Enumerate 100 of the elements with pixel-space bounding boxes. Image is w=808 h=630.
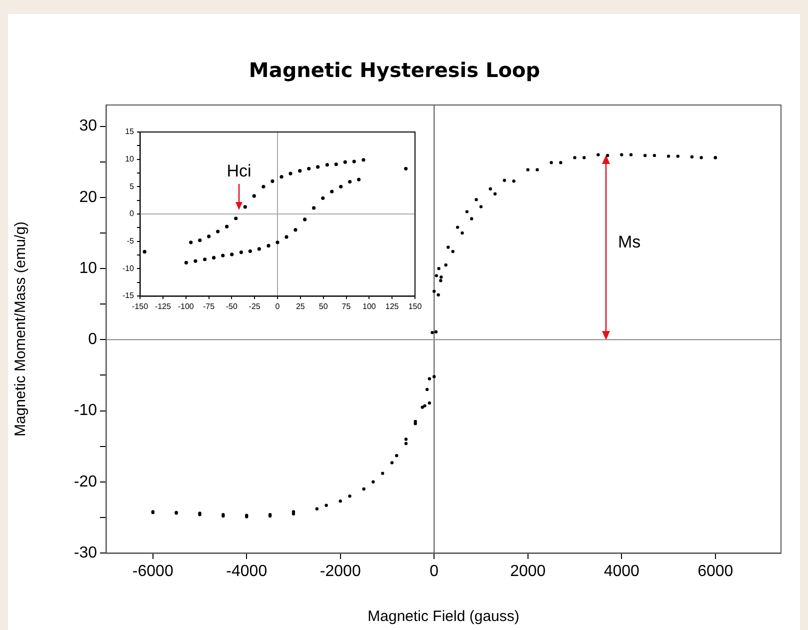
point: [620, 153, 624, 156]
point: [343, 160, 347, 164]
point: [298, 169, 302, 173]
point: [425, 388, 429, 392]
x-tick-label: -75: [202, 302, 216, 312]
x-tick-label: 6000: [698, 563, 734, 580]
point: [434, 330, 438, 334]
x-tick-label: -25: [248, 302, 261, 312]
point: [432, 375, 436, 378]
point: [404, 442, 408, 446]
point: [262, 184, 266, 188]
point: [362, 487, 366, 491]
point: [338, 499, 342, 503]
point: [629, 153, 633, 156]
point: [395, 454, 398, 458]
point: [252, 194, 256, 198]
point: [257, 247, 261, 251]
point: [352, 160, 356, 164]
point: [230, 252, 234, 256]
point: [284, 235, 288, 239]
x-tick-label: 150: [408, 302, 422, 312]
x-tick-label: 2000: [510, 563, 546, 580]
y-tick-label: 5: [130, 182, 135, 191]
y-tick-label: 15: [125, 127, 135, 136]
point: [362, 158, 366, 162]
point: [502, 178, 506, 182]
point: [666, 154, 670, 158]
point: [493, 192, 497, 196]
point: [348, 180, 352, 184]
point: [198, 238, 202, 242]
point: [434, 274, 438, 278]
point: [270, 179, 274, 183]
point: [700, 156, 703, 160]
point: [339, 184, 343, 188]
point: [334, 162, 338, 166]
point: [420, 406, 424, 409]
point: [239, 250, 243, 254]
point: [428, 401, 432, 405]
point: [221, 254, 225, 258]
point: [652, 154, 656, 158]
point: [451, 250, 454, 254]
y-tick-label: -15: [122, 291, 135, 300]
point: [550, 161, 553, 164]
point: [440, 275, 443, 279]
x-tick-label: 0: [275, 302, 280, 312]
point: [423, 404, 426, 408]
x-tick-label: 75: [342, 302, 352, 312]
point: [437, 266, 440, 270]
point: [203, 258, 207, 262]
y-tick-label: -20: [74, 473, 98, 490]
point: [348, 494, 352, 498]
point: [303, 218, 307, 222]
point: [357, 178, 361, 182]
point: [194, 259, 198, 263]
chart-title: Magnetic Hysteresis Loop: [248, 58, 540, 82]
x-tick-label: -4000: [226, 563, 268, 580]
point: [474, 198, 478, 202]
x-tick-label: -50: [226, 302, 238, 312]
x-tick-label: -6000: [132, 563, 174, 580]
point: [189, 240, 193, 244]
point: [488, 187, 492, 191]
point: [294, 228, 298, 232]
point: [573, 156, 576, 160]
x-tick-label: -150: [132, 302, 149, 312]
x-tick-label: -125: [154, 302, 172, 312]
y-tick-label: 0: [130, 209, 135, 218]
point: [465, 210, 469, 214]
point: [596, 153, 600, 156]
x-tick-label: 100: [362, 302, 376, 312]
x-tick-label: 4000: [604, 563, 640, 580]
point: [184, 260, 188, 264]
point: [446, 246, 450, 249]
point: [280, 175, 284, 179]
point: [312, 206, 316, 210]
y-tick-label: 10: [79, 260, 98, 277]
point: [456, 226, 460, 229]
y-tick-label: -30: [74, 544, 98, 562]
point: [225, 224, 229, 228]
point: [690, 155, 694, 159]
point: [234, 216, 238, 220]
point: [404, 438, 408, 441]
point: [207, 234, 211, 238]
point: [479, 205, 483, 208]
y-tick-label: 0: [88, 331, 98, 348]
point: [248, 249, 252, 253]
y-axis-title: Magnetic Moment/Mass (emu/g): [12, 221, 30, 437]
point: [243, 205, 247, 209]
point: [315, 507, 319, 511]
point: [439, 279, 442, 282]
point: [372, 480, 375, 484]
x-tick-label: 0: [430, 563, 439, 580]
point: [142, 250, 146, 254]
point: [436, 293, 440, 296]
annotation: Ms: [618, 232, 641, 252]
point: [212, 256, 216, 260]
point: [512, 179, 516, 183]
point: [536, 168, 539, 172]
point: [582, 156, 586, 160]
point: [325, 163, 329, 167]
annotation: Hci: [226, 162, 252, 181]
